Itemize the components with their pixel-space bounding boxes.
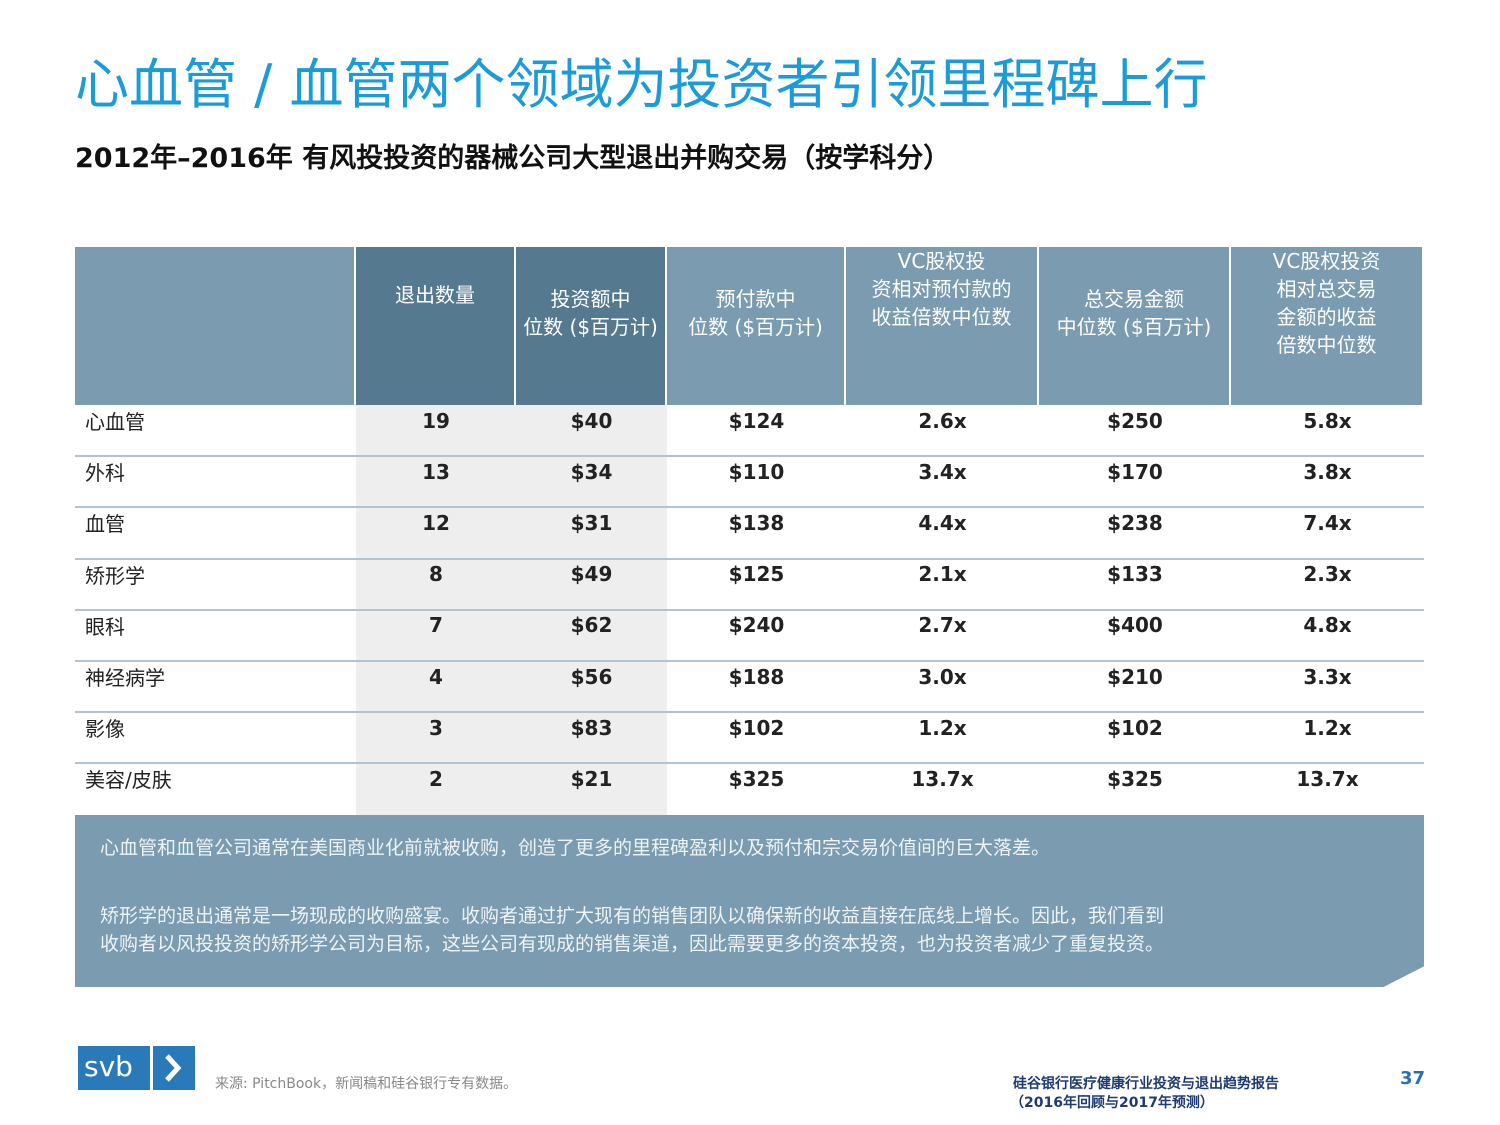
cell: $210 — [1107, 664, 1163, 689]
header-line: VC股权投资 — [1272, 249, 1381, 273]
cell: 4.4x — [918, 510, 967, 535]
cell: $110 — [728, 459, 785, 484]
row-label: 外科 — [85, 461, 125, 486]
header-line: 投资额中 — [550, 287, 631, 311]
cell: $325 — [728, 766, 785, 791]
cell: $238 — [1107, 510, 1163, 535]
cell: 3 — [429, 715, 443, 740]
logo: svb — [78, 1046, 195, 1090]
cell: 2 — [429, 766, 443, 791]
row-divider — [75, 711, 1424, 714]
header-line: 资相对预付款的 — [871, 277, 1012, 301]
header-line: VC股权投 — [897, 249, 986, 273]
summary-line: 矫形学的退出通常是一场现成的收购盛宴。收购者通过扩大现有的销售团队以确保新的收益… — [100, 905, 1165, 927]
row-divider — [75, 506, 1424, 509]
row-label: 神经病学 — [85, 666, 165, 690]
cell: $83 — [570, 715, 613, 740]
cell: $138 — [728, 510, 785, 535]
logo-divider — [150, 1046, 153, 1090]
source: 来源: PitchBook，新闻稿和硅谷银行专有数据。 — [215, 1076, 518, 1092]
logo-text: svb — [84, 1050, 133, 1083]
cell: $34 — [570, 459, 613, 484]
logo-chevron — [165, 1054, 182, 1082]
cell: 2.3x — [1303, 562, 1352, 587]
header-line: 中位数 ($百万计) — [1056, 315, 1212, 339]
page-number: 37 — [1400, 1068, 1426, 1089]
cell: $125 — [728, 562, 785, 587]
cell: 8 — [429, 562, 443, 587]
cell: 1.2x — [918, 715, 967, 740]
summary-line: 收购者以风投投资的矫形学公司为目标，这些公司有现成的销售渠道，因此需要更多的资本… — [100, 933, 1165, 955]
cell: 3.0x — [918, 664, 967, 689]
row-divider — [75, 762, 1424, 765]
cell: 2.1x — [918, 562, 967, 587]
cell: 12 — [422, 510, 450, 535]
cell: 3.4x — [918, 459, 967, 484]
header-line: 相对总交易 — [1276, 277, 1377, 301]
header-line: 退出数量 — [395, 283, 475, 307]
column-header: 总交易金额中位数 ($百万计) — [1039, 247, 1231, 405]
row-divider — [75, 557, 1424, 560]
cell: 3.3x — [1303, 664, 1352, 689]
column-header: 退出数量 — [356, 247, 516, 405]
header-line: 位数 ($百万计) — [688, 315, 823, 339]
row-label: 心血管 — [85, 410, 145, 434]
cell: 2.6x — [918, 408, 967, 433]
header-line: 位数 ($百万计) — [523, 315, 658, 339]
cell: 1.2x — [1303, 715, 1352, 740]
cell: $325 — [1107, 766, 1163, 791]
cell: $133 — [1107, 562, 1163, 587]
header-line: 预付款中 — [715, 287, 796, 311]
row-divider — [75, 660, 1424, 662]
row-label: 美容/皮肤 — [85, 768, 172, 793]
cell: $102 — [1107, 715, 1163, 740]
cell: $400 — [1107, 613, 1163, 638]
cell: 19 — [422, 408, 450, 433]
row-label: 眼科 — [85, 614, 125, 639]
cell: $188 — [728, 664, 785, 689]
column-header: VC股权投资 相对总交易金额的收益倍数中位数 — [1231, 247, 1424, 405]
subtitle: 2012年–2016年 有风投投资的器械公司大型退出并购交易（按学科分） — [75, 143, 951, 174]
cell: 2.7x — [918, 613, 967, 638]
summary-box — [75, 815, 1424, 987]
cell: $31 — [570, 510, 613, 535]
column-header: VC股权投资相对预付款的 收益倍数中位数 — [846, 247, 1039, 405]
cell: $49 — [570, 562, 613, 587]
cell: $170 — [1107, 459, 1163, 484]
cell: 4 — [429, 664, 443, 689]
cell: $250 — [1107, 408, 1163, 433]
cell: $62 — [570, 613, 613, 638]
cell: 13.7x — [1296, 766, 1359, 791]
cell: 3.8x — [1303, 459, 1352, 484]
cell: $56 — [570, 664, 613, 689]
title: 心血管 / 血管两个领域为投资者引领里程碑上行 — [75, 53, 1208, 116]
column-header: 投资额中位数 ($百万计) — [516, 247, 667, 405]
cell: 7 — [429, 613, 443, 638]
cell: $40 — [570, 408, 613, 433]
cell: $240 — [728, 613, 785, 638]
cell: 13.7x — [911, 766, 974, 791]
row-label: 影像 — [85, 717, 125, 742]
row-divider — [75, 455, 1424, 458]
report-line: 硅谷银行医疗健康行业投资与退出趋势报告 — [1013, 1076, 1279, 1092]
cell: 4.8x — [1303, 613, 1352, 638]
header-line: 收益倍数中位数 — [871, 305, 1012, 329]
header-line: 倍数中位数 — [1276, 333, 1377, 357]
row-divider — [75, 608, 1424, 611]
cell: 13 — [422, 459, 450, 484]
cell: $124 — [728, 408, 785, 433]
summary-line: 心血管和血管公司通常在美国商业化前就被收购，创造了更多的里程碑盈利以及预付和宗交… — [100, 837, 1051, 859]
header-line: 总交易金额 — [1084, 287, 1184, 311]
report-line: （2016年回顾与2017年预测） — [1010, 1095, 1214, 1111]
cell: 7.4x — [1303, 510, 1352, 535]
header-blank — [75, 247, 356, 405]
cell: 5.8x — [1303, 408, 1352, 433]
header-line: 金额的收益 — [1276, 305, 1377, 329]
row-label: 血管 — [85, 512, 125, 537]
cell: $21 — [570, 766, 613, 791]
cell: $102 — [728, 715, 785, 740]
row-label: 矫形学 — [85, 563, 145, 588]
column-header: 预付款中位数 ($百万计) — [667, 247, 846, 405]
